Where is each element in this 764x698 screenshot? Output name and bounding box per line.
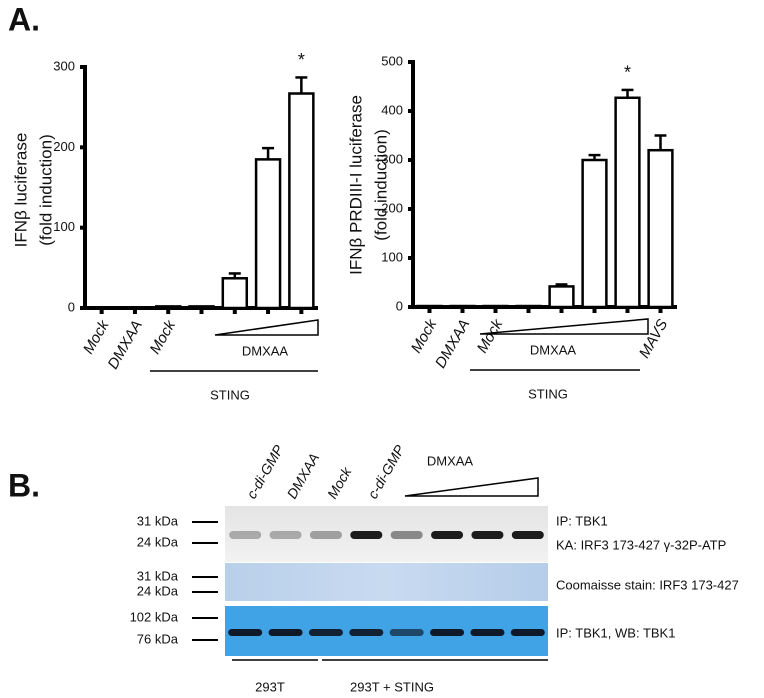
band (470, 629, 505, 636)
y-tick-label: 500 (381, 53, 403, 68)
y-tick-label: 300 (381, 151, 403, 166)
band (430, 629, 465, 636)
bar (188, 305, 215, 310)
band (511, 531, 544, 539)
lane-label: c-di-GMP (364, 442, 408, 502)
bar (221, 277, 249, 310)
category-label: MAVS (636, 316, 672, 361)
bar (254, 158, 282, 310)
dose-label: DMXAA (427, 453, 474, 468)
y-tick-label: 0 (396, 298, 403, 313)
band (510, 629, 545, 636)
y-tick-label: 100 (381, 249, 403, 264)
mw-label: 24 kDa (137, 534, 179, 549)
category-label: Mock (474, 315, 507, 356)
band (308, 629, 343, 636)
band (389, 629, 424, 636)
y-axis-label: IFNβ PRDIII-I luciferase (346, 95, 365, 275)
bar (154, 305, 182, 310)
bar (515, 304, 542, 309)
mw-label: 31 kDa (137, 513, 179, 528)
y-tick-label: 300 (53, 58, 75, 73)
band (431, 531, 464, 539)
bar (581, 158, 608, 309)
blot-label: KA: IRF3 173-427 γ-32P-ATP (556, 537, 726, 552)
category-label: Mock (146, 316, 179, 357)
band (229, 531, 262, 539)
y-tick-label: 0 (68, 299, 75, 314)
y-tick-label: 100 (53, 219, 75, 234)
mw-label: 24 kDa (137, 583, 179, 598)
band (471, 531, 504, 539)
bar (449, 304, 476, 309)
lane-label: c-di-GMP (243, 442, 287, 502)
dose-triangle (214, 319, 319, 336)
y-tick-label: 400 (381, 102, 403, 117)
band (309, 531, 342, 539)
bar (482, 304, 509, 309)
band (390, 531, 423, 539)
lane-label: Mock (324, 464, 355, 502)
band (350, 531, 383, 539)
annotation: * (624, 63, 631, 83)
y-axis-label: (fold induction) (371, 129, 390, 241)
bar (548, 285, 575, 309)
mw-label: 102 kDa (130, 609, 179, 624)
band (349, 629, 384, 636)
blot-label: IP: TBK1, WB: TBK1 (556, 625, 675, 640)
bar (288, 92, 315, 310)
annotation: * (298, 50, 305, 70)
category-label: Mock (408, 315, 441, 356)
blot-label: IP: TBK1 (556, 513, 608, 528)
bar (647, 148, 674, 309)
coomassie-gel (225, 563, 548, 601)
group-label: 293T + STING (350, 679, 434, 694)
y-axis-label: (fold induction) (36, 134, 55, 246)
bar (416, 304, 443, 309)
group-label: 293T (255, 679, 285, 694)
category-label: Mock (80, 316, 113, 357)
band (269, 531, 302, 539)
bracket-label: STING (528, 386, 568, 401)
dose-triangle (479, 318, 649, 335)
mw-label: 76 kDa (137, 631, 179, 646)
lane-label: DMXAA (284, 450, 323, 501)
panel-label: A. (8, 1, 40, 37)
bar (614, 96, 641, 309)
y-axis-label: IFNβ luciferase (11, 133, 30, 248)
blot-label: Coomaisse stain: IRF3 173-427 (556, 577, 739, 592)
y-tick-label: 200 (381, 200, 403, 215)
band (228, 629, 263, 636)
group-label: DMXAA (530, 342, 577, 357)
bracket-label: STING (210, 387, 250, 402)
y-tick-label: 200 (53, 139, 75, 154)
dose-triangle (404, 477, 539, 497)
mw-label: 31 kDa (137, 568, 179, 583)
band (268, 629, 303, 636)
panel-label: B. (8, 467, 40, 503)
group-label: DMXAA (242, 343, 289, 358)
